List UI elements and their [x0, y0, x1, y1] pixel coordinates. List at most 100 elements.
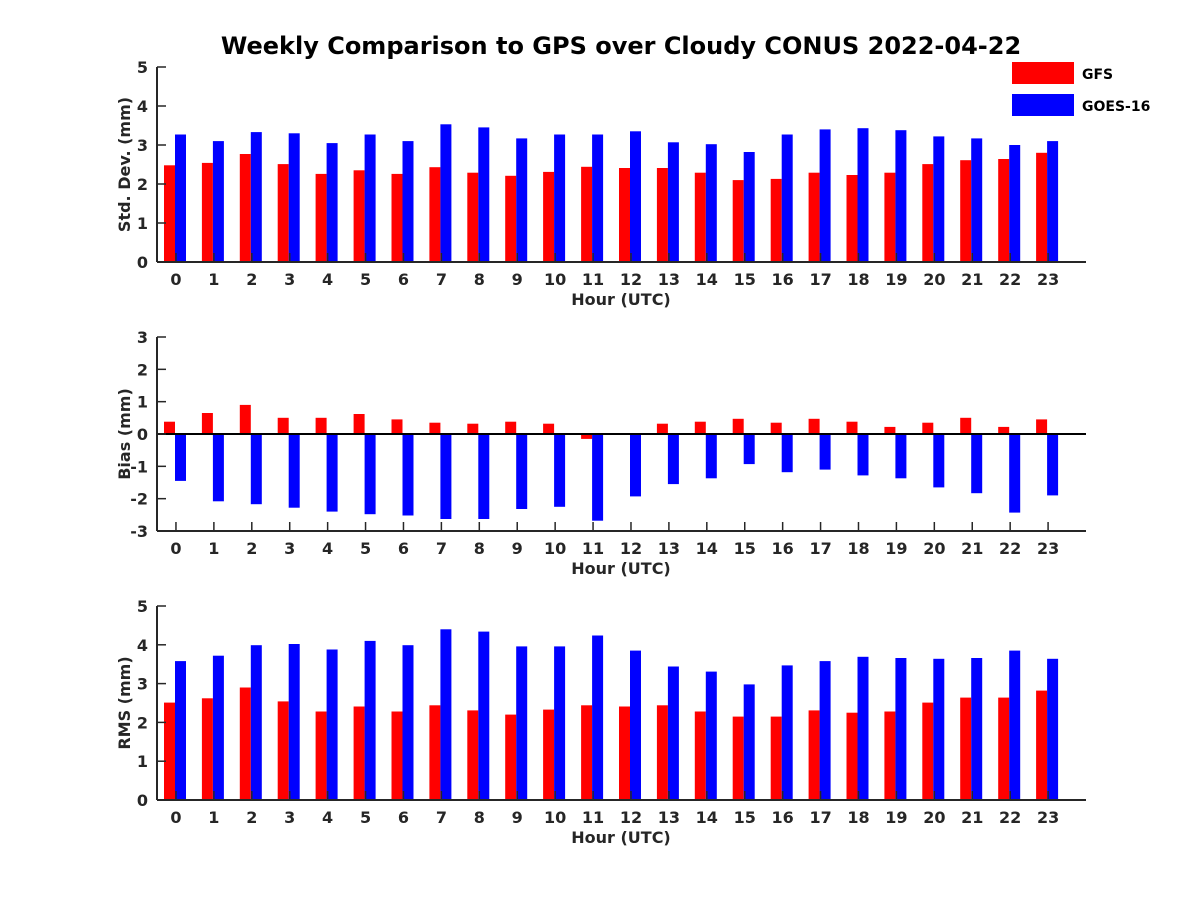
bar-panel2-goes16-3: [288, 644, 300, 800]
xtick-label-panel1-13: 13: [658, 539, 680, 558]
xtick-label-panel1-23: 23: [1037, 539, 1059, 558]
bar-panel2-goes16-11: [592, 635, 604, 800]
bar-panel2-goes16-12: [630, 650, 641, 800]
bar-panel2-goes16-13: [667, 666, 679, 800]
xtick-label-panel2-6: 6: [398, 808, 409, 827]
xtick-label-panel0-15: 15: [734, 270, 756, 289]
xtick-label-panel1-0: 0: [170, 539, 181, 558]
bar-panel0-gfs-14: [694, 172, 706, 262]
bar-panel1-goes16-15: [743, 434, 755, 465]
xtick-label-panel1-9: 9: [512, 539, 523, 558]
bar-panel0-gfs-11: [581, 166, 593, 262]
bar-panel2-gfs-19: [884, 711, 896, 800]
xtick-label-panel0-8: 8: [474, 270, 485, 289]
bar-panel1-gfs-11: [581, 434, 593, 439]
bar-panel0-gfs-1: [201, 162, 213, 262]
bar-panel0-gfs-3: [277, 164, 289, 262]
ytick-label-panel0-4: 4: [137, 97, 148, 116]
ytick-label-panel2-0: 0: [137, 791, 148, 810]
bar-panel2-gfs-3: [277, 701, 289, 800]
bar-panel1-gfs-22: [998, 426, 1010, 434]
xtick-label-panel0-10: 10: [544, 270, 566, 289]
bar-panel2-gfs-4: [315, 711, 327, 800]
xtick-label-panel1-1: 1: [208, 539, 219, 558]
bar-panel0-goes16-3: [288, 133, 300, 262]
bar-panel0-goes16-12: [630, 131, 641, 262]
bar-panel0-gfs-5: [353, 170, 365, 262]
bar-panel2-goes16-8: [478, 631, 490, 800]
ytick-label-panel1--3: -3: [130, 522, 148, 541]
bar-panel0-gfs-2: [239, 154, 251, 262]
bar-panel1-gfs-3: [277, 417, 289, 434]
bar-panel2-gfs-20: [922, 702, 934, 800]
xtick-label-panel1-2: 2: [246, 539, 257, 558]
bar-panel0-goes16-0: [175, 134, 186, 262]
xtick-label-panel2-2: 2: [246, 808, 257, 827]
bar-panel1-gfs-23: [1036, 419, 1048, 434]
xtick-label-panel0-21: 21: [961, 270, 983, 289]
bar-panel1-goes16-13: [667, 434, 679, 485]
xtick-label-panel2-13: 13: [658, 808, 680, 827]
xtick-label-panel0-6: 6: [398, 270, 409, 289]
xlabel-panel-1: Hour (UTC): [571, 559, 671, 578]
bar-panel2-goes16-5: [364, 640, 376, 800]
bar-panel2-gfs-16: [770, 716, 782, 800]
bar-panel2-gfs-14: [694, 711, 706, 800]
chart-title: Weekly Comparison to GPS over Cloudy CON…: [221, 32, 1021, 60]
xtick-label-panel1-21: 21: [961, 539, 983, 558]
bar-panel1-goes16-8: [478, 434, 490, 519]
bar-panel2-goes16-10: [554, 646, 566, 800]
ytick-label-panel2-1: 1: [137, 752, 148, 771]
bar-panel0-goes16-19: [895, 130, 907, 262]
bar-panel2-gfs-13: [656, 705, 668, 800]
bar-panel0-gfs-22: [998, 159, 1010, 262]
bar-panel1-gfs-21: [960, 417, 972, 434]
xtick-label-panel2-17: 17: [809, 808, 831, 827]
bar-panel0-goes16-20: [933, 136, 945, 262]
bar-panel0-gfs-23: [1036, 152, 1048, 262]
bar-panel2-gfs-22: [998, 697, 1010, 800]
xtick-label-panel0-9: 9: [512, 270, 523, 289]
xtick-label-panel2-22: 22: [999, 808, 1021, 827]
bar-panel1-gfs-8: [467, 423, 479, 434]
bar-panel0-goes16-15: [743, 152, 755, 262]
xtick-label-panel0-0: 0: [170, 270, 181, 289]
bar-panel1-goes16-7: [440, 434, 452, 519]
xtick-label-panel2-20: 20: [923, 808, 945, 827]
bar-panel0-goes16-22: [1009, 145, 1021, 262]
bar-panel2-gfs-21: [960, 697, 972, 800]
bar-panel1-gfs-0: [164, 421, 175, 434]
bar-panel1-gfs-14: [694, 421, 706, 434]
bar-panel1-gfs-5: [353, 414, 365, 434]
bar-panel0-goes16-13: [667, 142, 679, 262]
bar-panel0-goes16-9: [516, 138, 528, 262]
bar-panel0-goes16-17: [819, 129, 831, 262]
xtick-label-panel2-3: 3: [284, 808, 295, 827]
bar-panel0-gfs-16: [770, 178, 782, 262]
bar-panel2-gfs-6: [391, 711, 403, 800]
xlabel-panel-2: Hour (UTC): [571, 828, 671, 847]
bar-panel2-goes16-7: [440, 629, 452, 800]
bar-panel1-goes16-12: [630, 434, 641, 497]
bar-panel2-goes16-2: [250, 645, 262, 800]
bar-panel2-gfs-1: [201, 698, 213, 800]
xtick-label-panel0-23: 23: [1037, 270, 1059, 289]
xtick-label-panel2-11: 11: [582, 808, 604, 827]
ytick-label-panel1-0: 0: [137, 425, 148, 444]
xtick-label-panel2-9: 9: [512, 808, 523, 827]
bar-panel2-goes16-9: [516, 646, 528, 800]
bar-panel0-goes16-10: [554, 134, 566, 262]
bar-panel1-goes16-22: [1009, 434, 1021, 513]
xtick-label-panel1-14: 14: [696, 539, 718, 558]
bar-panel0-gfs-10: [543, 171, 555, 262]
xtick-label-panel1-5: 5: [360, 539, 371, 558]
ytick-label-panel1-2: 2: [137, 360, 148, 379]
xtick-label-panel1-3: 3: [284, 539, 295, 558]
bar-panel0-goes16-18: [857, 128, 869, 262]
legend-swatch-gfs: [1012, 62, 1074, 84]
ytick-label-panel1--1: -1: [130, 457, 148, 476]
xtick-label-panel1-22: 22: [999, 539, 1021, 558]
xtick-label-panel1-17: 17: [809, 539, 831, 558]
xtick-label-panel1-12: 12: [620, 539, 642, 558]
